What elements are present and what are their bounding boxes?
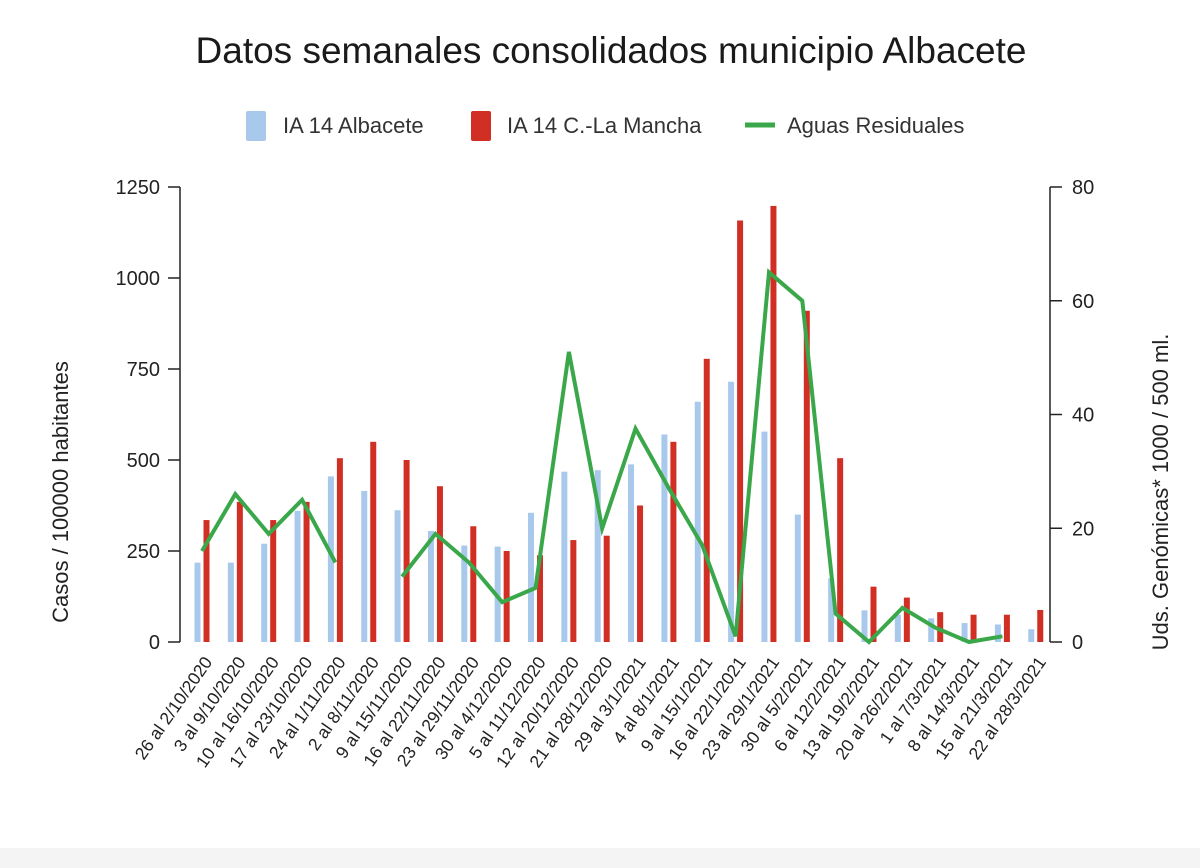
bar-albacete bbox=[528, 512, 534, 642]
bar-clamancha bbox=[436, 486, 443, 642]
bar-clamancha bbox=[236, 501, 243, 642]
bar-clamancha bbox=[370, 441, 377, 642]
bar-clamancha bbox=[937, 612, 944, 642]
bar-albacete bbox=[561, 471, 568, 642]
bar-albacete bbox=[394, 510, 401, 642]
bar-albacete bbox=[961, 623, 968, 642]
y-axis-right-label: Uds. Genómicas* 1000 / 500 ml. bbox=[1148, 334, 1173, 651]
bar-albacete bbox=[794, 514, 801, 642]
legend-swatch-clamancha bbox=[471, 111, 491, 141]
y-tick-right-label: 60 bbox=[1072, 291, 1094, 313]
bar-albacete bbox=[194, 562, 201, 642]
bar-albacete bbox=[994, 624, 1001, 642]
bar-clamancha bbox=[903, 597, 910, 642]
y-tick-left-label: 0 bbox=[149, 632, 160, 654]
bar-albacete bbox=[294, 510, 301, 642]
bar-clamancha bbox=[203, 520, 210, 642]
y-tick-left-label: 750 bbox=[127, 359, 160, 381]
chart: Datos semanales consolidados municipio A… bbox=[48, 30, 1173, 772]
chart-title: Datos semanales consolidados municipio A… bbox=[196, 30, 1027, 71]
legend-label-clamancha: IA 14 C.-La Mancha bbox=[507, 113, 702, 138]
bar-clamancha bbox=[570, 540, 577, 642]
y-tick-left-label: 250 bbox=[127, 541, 160, 563]
bar-clamancha bbox=[303, 501, 310, 642]
bar-albacete bbox=[227, 562, 234, 642]
bar-clamancha bbox=[603, 535, 610, 642]
legend: IA 14 Albacete IA 14 C.-La Mancha Aguas … bbox=[246, 111, 964, 141]
bar-clamancha bbox=[737, 220, 744, 642]
wastewater-line-segment bbox=[400, 268, 1003, 645]
bar-clamancha bbox=[403, 460, 410, 642]
bar-albacete bbox=[1028, 629, 1035, 642]
y-axis-left-label: Casos / 100000 habitantes bbox=[48, 361, 73, 623]
bar-albacete bbox=[661, 434, 668, 642]
bar-clamancha bbox=[803, 310, 810, 642]
legend-label-albacete: IA 14 Albacete bbox=[283, 113, 424, 138]
y-tick-right-label: 80 bbox=[1072, 177, 1094, 199]
bar-clamancha bbox=[870, 586, 877, 642]
bar-clamancha bbox=[637, 505, 644, 642]
y-tick-left-label: 1250 bbox=[116, 177, 161, 199]
bar-albacete bbox=[427, 530, 434, 642]
legend-label-aguas: Aguas Residuales bbox=[787, 113, 964, 138]
bar-clamancha bbox=[670, 441, 677, 642]
wastewater-line-segment bbox=[200, 490, 338, 564]
axes: 0 250 500 750 1000 1250 0 20 40 60 80 bbox=[116, 177, 1095, 654]
bar-albacete bbox=[261, 543, 268, 642]
bar-albacete bbox=[761, 431, 768, 642]
bar-albacete bbox=[861, 610, 868, 642]
y-tick-right-label: 20 bbox=[1072, 518, 1094, 540]
bar-albacete bbox=[728, 381, 735, 642]
y-tick-right-label: 40 bbox=[1072, 405, 1094, 427]
y-tick-right-label: 0 bbox=[1072, 632, 1083, 654]
bar-clamancha bbox=[470, 526, 477, 642]
bar-albacete bbox=[928, 618, 935, 642]
bar-clamancha bbox=[837, 458, 844, 642]
bar-albacete bbox=[828, 578, 835, 642]
bar-clamancha bbox=[1003, 614, 1010, 642]
bar-clamancha bbox=[970, 614, 977, 642]
legend-swatch-albacete bbox=[246, 111, 266, 141]
bar-clamancha bbox=[537, 555, 543, 642]
bars bbox=[194, 205, 1044, 643]
bar-albacete bbox=[461, 545, 468, 642]
bar-albacete bbox=[594, 470, 601, 642]
y-tick-left-label: 1000 bbox=[116, 268, 161, 290]
bar-albacete bbox=[327, 476, 334, 642]
y-tick-left-label: 500 bbox=[127, 450, 160, 472]
bar-clamancha bbox=[336, 458, 343, 642]
bar-albacete bbox=[361, 490, 368, 642]
bar-clamancha bbox=[1037, 609, 1044, 642]
bar-albacete bbox=[694, 401, 701, 642]
bar-clamancha bbox=[270, 520, 277, 642]
wastewater-line bbox=[200, 268, 1003, 645]
bar-albacete bbox=[628, 464, 635, 642]
bar-clamancha bbox=[503, 551, 510, 642]
bar-clamancha bbox=[703, 358, 710, 642]
bar-clamancha bbox=[770, 205, 777, 643]
bar-albacete bbox=[894, 614, 901, 642]
bottom-strip bbox=[0, 848, 1200, 868]
